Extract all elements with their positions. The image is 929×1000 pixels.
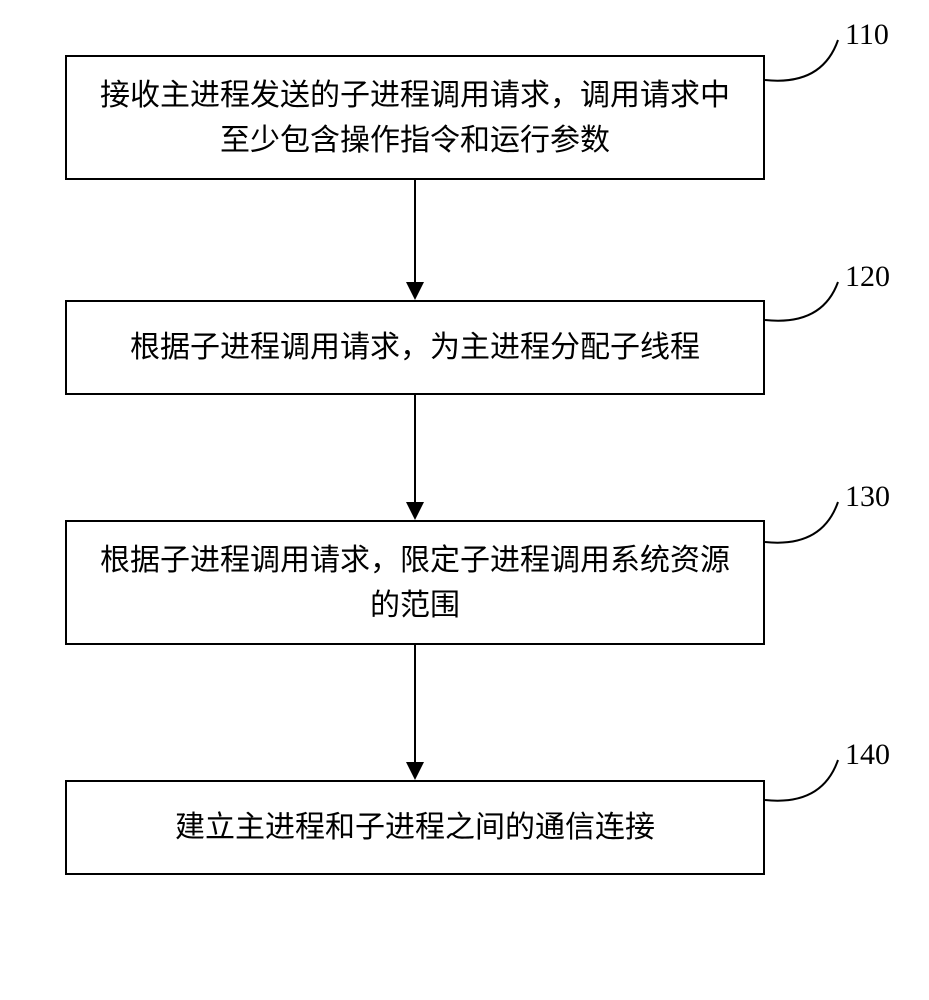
step-label-140: 140 — [845, 738, 890, 772]
flowchart-canvas: 接收主进程发送的子进程调用请求，调用请求中至少包含操作指令和运行参数 110 根… — [0, 0, 929, 1000]
label-text: 140 — [845, 738, 890, 771]
callout-140 — [0, 0, 929, 1000]
